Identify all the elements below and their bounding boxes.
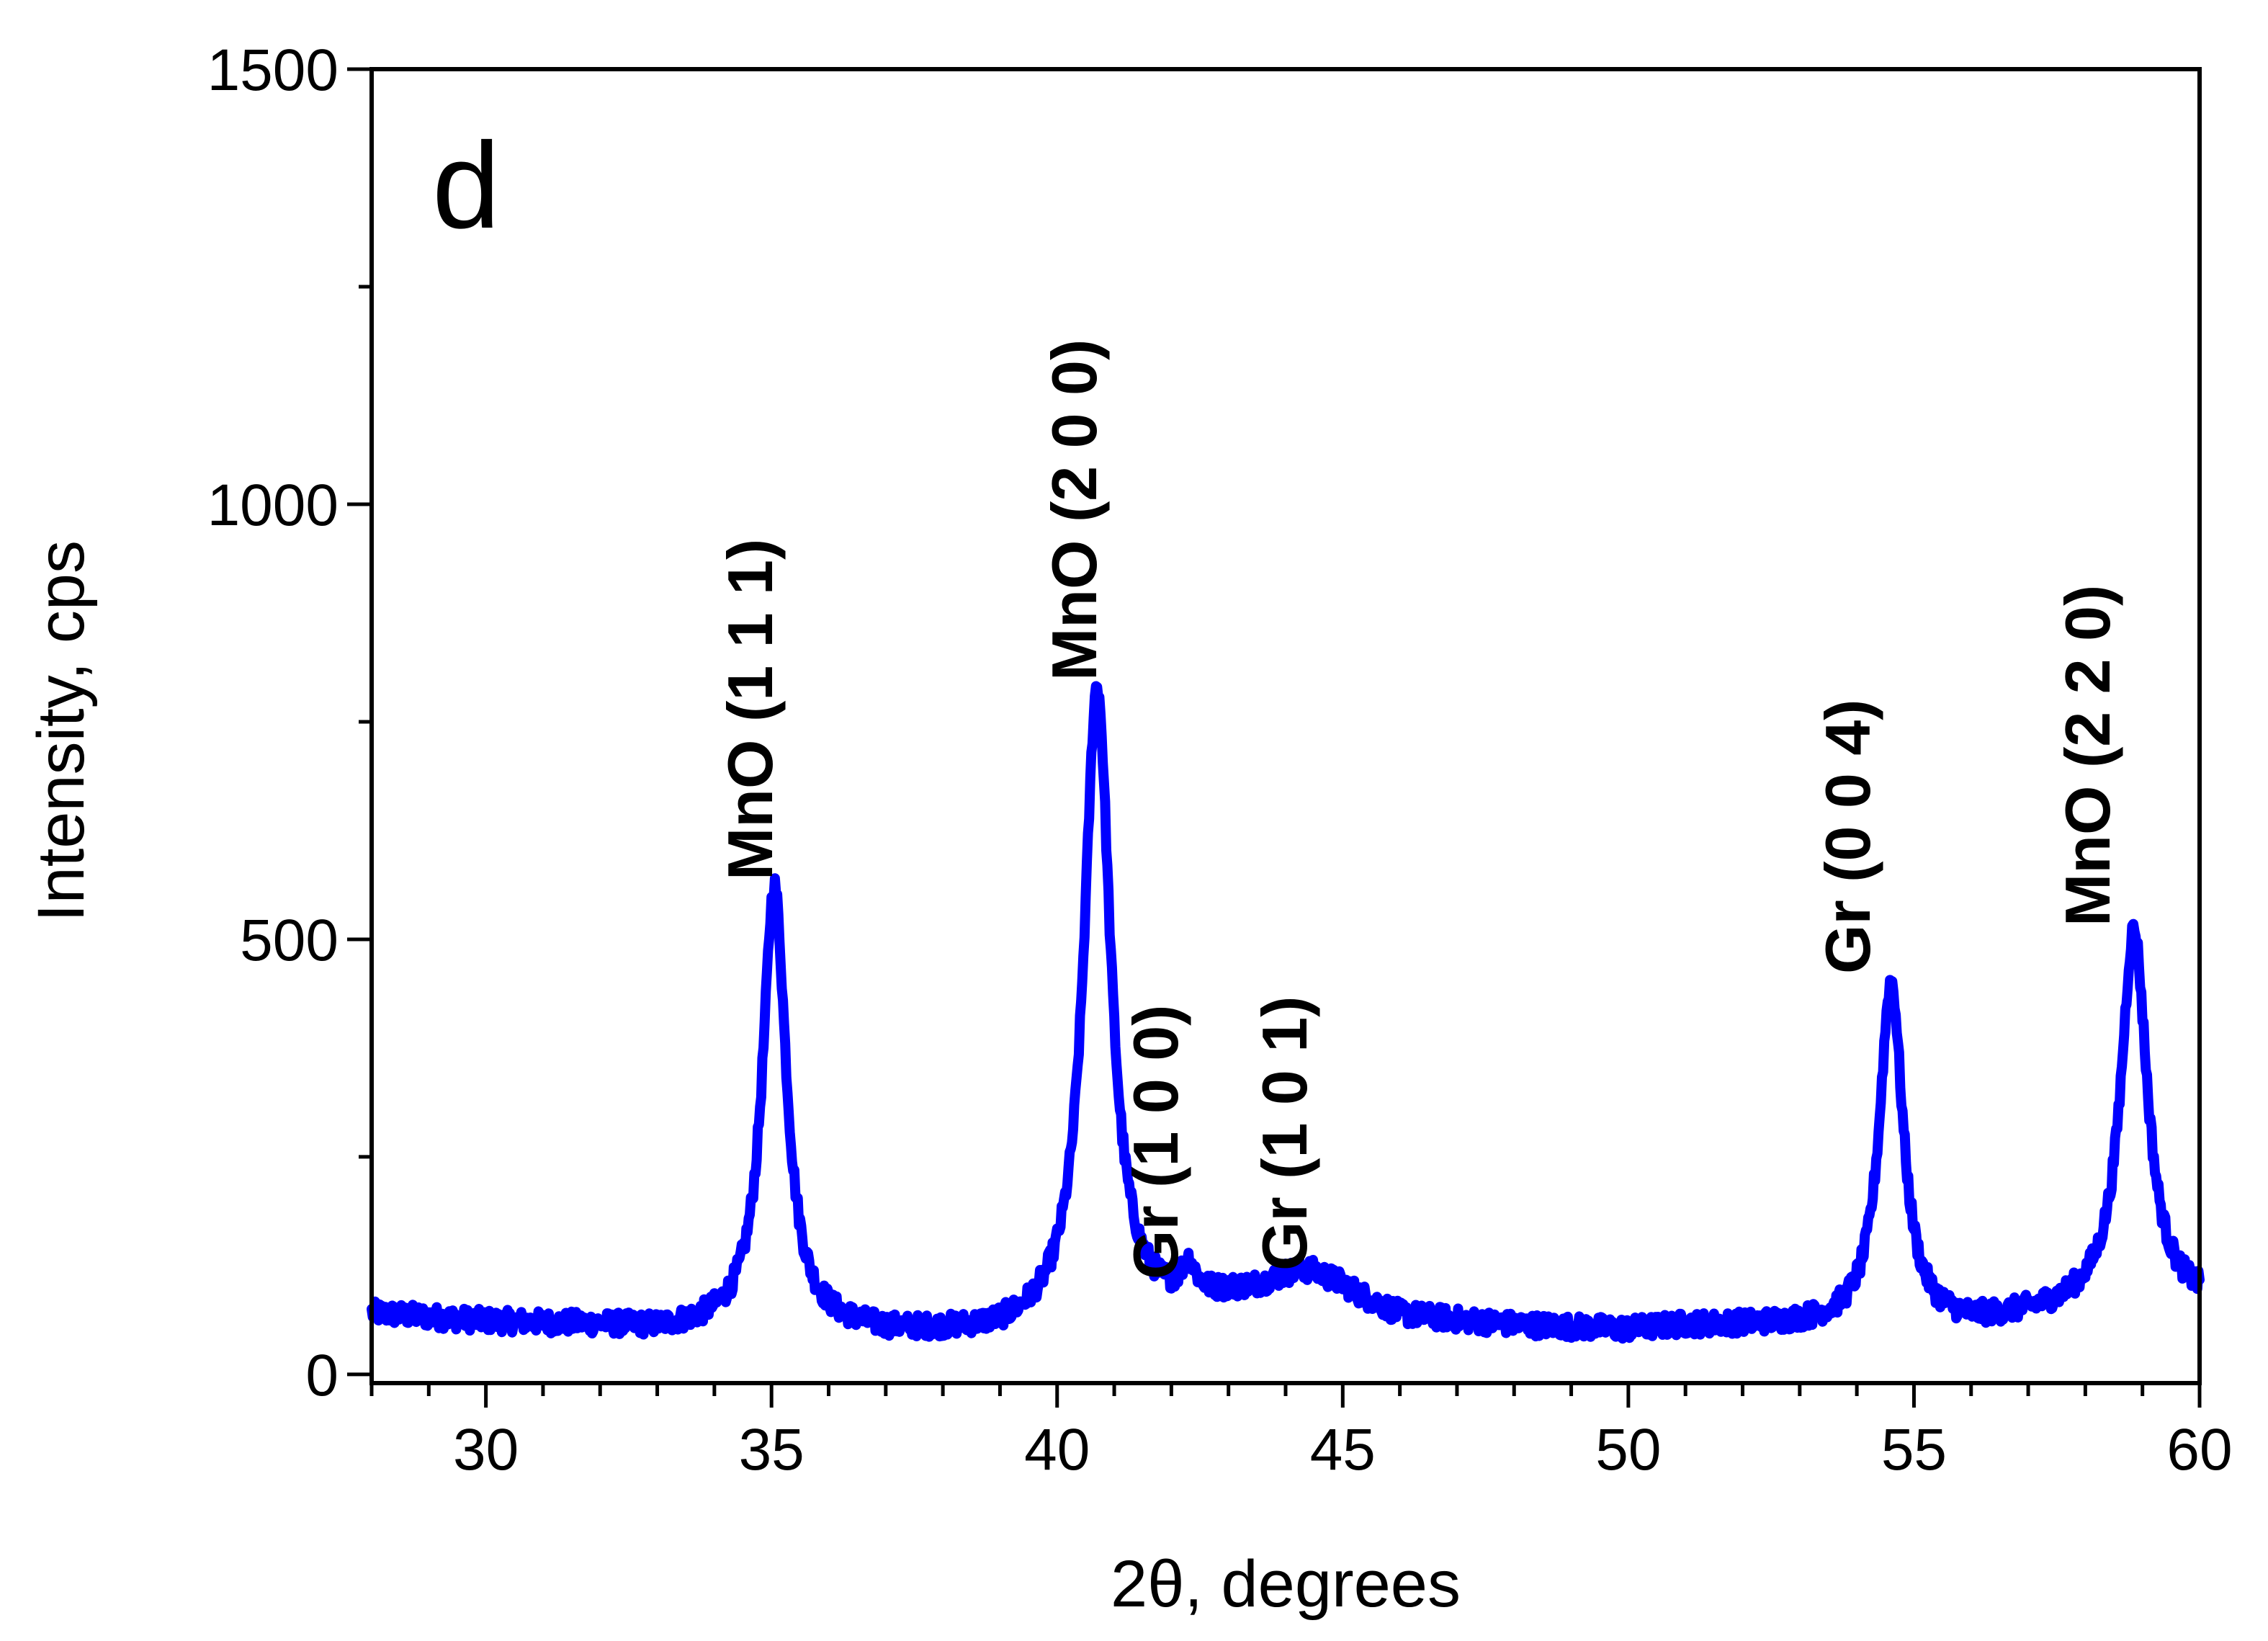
x-tick-label: 55 [1881,1417,1947,1483]
axis-tick-labels: 30 35 40 45 50 55 60 0 500 1000 1500 [207,37,2233,1483]
xrd-pattern-line [367,681,2205,1344]
peak-label: Gr (1 0 1) [1249,996,1320,1271]
peak-label: MnO (1 1 1) [714,539,786,880]
y-tick-label: 0 [305,1343,339,1408]
x-tick-label: 50 [1595,1417,1661,1483]
x-tick-label: 35 [739,1417,804,1483]
y-tick-label: 1500 [207,37,339,103]
x-tick-label: 60 [2166,1417,2232,1483]
peak-labels: MnO (1 1 1) MnO (2 0 0) Gr (1 0 0) Gr (1 0 … [714,339,2123,1279]
x-tick-label: 45 [1310,1417,1376,1483]
plot-frame [369,67,2202,1385]
peak-label: MnO (2 2 0) [2052,585,2123,926]
y-axis-title: Intensity, cps [24,540,98,922]
x-tick-label: 40 [1024,1417,1090,1483]
peak-label: Gr (0 0 4) [1812,699,1883,974]
peak-label: MnO (2 0 0) [1039,339,1110,681]
y-tick-label: 1000 [207,473,339,538]
panel-label: d [432,117,501,254]
x-tick-label: 30 [453,1417,519,1483]
x-axis-title: 2θ, degrees [1111,1547,1461,1621]
peak-label: Gr (1 0 0) [1120,1005,1191,1279]
y-tick-label: 500 [240,908,339,973]
